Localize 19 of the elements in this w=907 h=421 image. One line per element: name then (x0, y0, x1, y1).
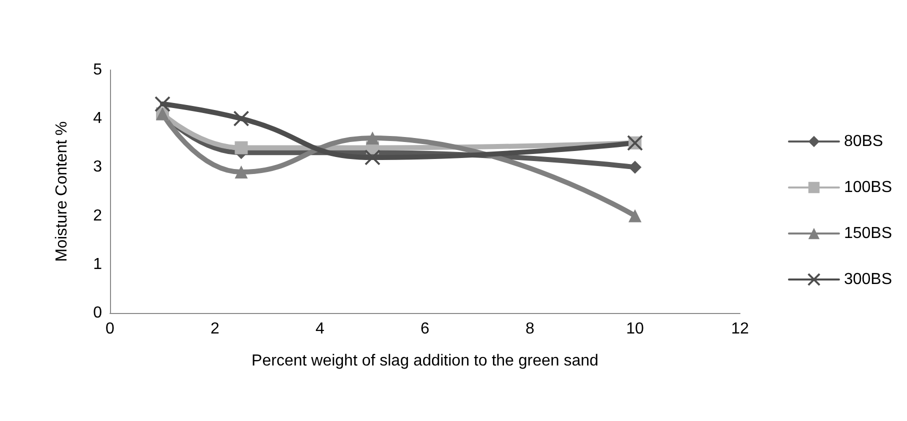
x-tick-label: 8 (526, 320, 535, 338)
y-tick-label: 5 (93, 62, 102, 78)
y-tick-label: 1 (93, 256, 102, 273)
legend-label: 80BS (844, 133, 884, 150)
legend-label: 100BS (844, 179, 892, 196)
x-tick-label: 10 (626, 320, 644, 338)
x-tick-label: 4 (316, 320, 325, 338)
y-tick-label: 2 (93, 207, 102, 224)
legend-label: 150BS (844, 225, 892, 242)
x-tick-label: 12 (731, 320, 749, 338)
x-tick-label: 2 (210, 320, 220, 338)
y-tick-label: 3 (93, 158, 102, 176)
y-tick-label: 4 (93, 110, 102, 128)
legend-label: 300BS (844, 271, 892, 288)
y-axis-title: Moisture Content % (54, 121, 70, 262)
x-tick-label: 0 (106, 320, 115, 338)
x-tick-label: 6 (420, 320, 430, 338)
y-tick-label: 0 (93, 304, 102, 322)
x-axis-title: Percent weight of slag addition to the green sand (252, 352, 598, 370)
